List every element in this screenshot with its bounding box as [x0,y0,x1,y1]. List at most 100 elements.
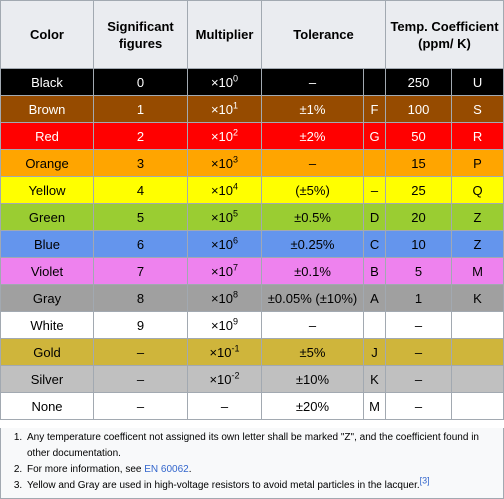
table-row: Gold – ×10-1 ±5% J – [0,338,504,366]
multiplier-exponent: 6 [233,235,239,246]
significant-figure-cell: – [93,365,188,393]
temp-coefficient-cell: 50 [385,122,453,150]
en60062-link[interactable]: EN 60062 [144,464,189,475]
table-row: Blue 6 ×106 ±0.25% C 10 Z [0,230,504,258]
tolerance-cell: ±0.05% (±10%) [261,284,364,312]
multiplier-base: ×10 [209,371,232,387]
multiplier-cell: ×107 [187,257,262,285]
color-name-cell: Silver [0,365,94,393]
tolerance-letter-cell: – [362,176,387,204]
multiplier-cell: ×10-1 [187,338,262,366]
footnotes: Any temperature coefficent not assigned … [0,428,504,499]
footnote-3: Yellow and Gray are used in high-voltage… [25,475,503,494]
multiplier-base: ×10 [210,101,234,117]
tolerance-cell: – [261,149,364,177]
multiplier-exponent: 1 [233,100,239,111]
table-row: Red 2 ×102 ±2% G 50 R [0,122,504,150]
significant-figure-cell: 8 [93,284,188,312]
multiplier-base: ×10 [210,155,234,171]
multiplier-exponent: 2 [233,127,239,138]
multiplier-exponent: 3 [233,154,239,165]
table-row: Gray 8 ×108 ±0.05% (±10%) A 1 K [0,284,504,312]
header-temp-coefficient: Temp. Coefficient (ppm/ K) [385,0,504,69]
temp-coefficient-cell: – [385,311,453,339]
tolerance-letter-cell: A [362,284,387,312]
multiplier-exponent: 9 [233,316,239,327]
temp-coefficient-cell: 20 [385,203,453,231]
color-name-cell: Brown [0,95,94,123]
significant-figure-cell: 4 [93,176,188,204]
temp-coefficient-cell: – [385,338,453,366]
tolerance-cell: ±2% [261,122,364,150]
color-name-cell: Violet [0,257,94,285]
multiplier-cell: ×103 [187,149,262,177]
temp-letter-cell [451,311,504,339]
multiplier-base: ×10 [210,74,234,90]
multiplier-exponent: 7 [233,262,239,273]
color-name-cell: White [0,311,94,339]
temp-letter-cell [451,338,504,366]
multiplier-base: ×10 [210,182,234,198]
color-name-cell: Blue [0,230,94,258]
multiplier-base: ×10 [210,209,234,225]
tolerance-letter-cell [362,311,387,339]
tolerance-letter-cell: F [362,95,387,123]
multiplier-cell: ×108 [187,284,262,312]
multiplier-cell: ×10-2 [187,365,262,393]
multiplier-cell: ×104 [187,176,262,204]
significant-figure-cell: 6 [93,230,188,258]
temp-letter-cell: U [451,68,504,96]
multiplier-exponent: -1 [231,343,240,354]
multiplier-base: ×10 [210,317,234,333]
temp-coefficient-cell: 15 [385,149,453,177]
significant-figure-cell: 7 [93,257,188,285]
tolerance-letter-cell: G [362,122,387,150]
footnote-2-text: For more information, see [27,464,145,475]
color-name-cell: Red [0,122,94,150]
temp-coefficient-cell: – [385,392,453,420]
table-body: Black 0 ×100–250 U Brown 1 ×101 ±1% F 100 S Red 2 ×10… [0,68,504,420]
tolerance-cell: – [261,68,364,96]
header-significant-figures: Significant figures [93,0,188,69]
table-row: Silver – ×10-2 ±10% K – [0,365,504,393]
color-name-cell: Gold [0,338,94,366]
temp-letter-cell: M [451,257,504,285]
tolerance-letter-cell: C [362,230,387,258]
temp-coefficient-cell: 5 [385,257,453,285]
tolerance-cell: ±0.5% [261,203,364,231]
multiplier-exponent: 4 [233,181,239,192]
temp-letter-cell: P [451,149,504,177]
temp-letter-cell: K [451,284,504,312]
significant-figure-cell: 9 [93,311,188,339]
tolerance-letter-cell: K [362,365,387,393]
multiplier-base: ×10 [210,236,234,252]
footnote-1-text: Any temperature coefficent not assigned … [27,432,479,459]
temp-letter-cell: R [451,122,504,150]
table-row: White 9 ×109– – [0,311,504,339]
multiplier-exponent: -2 [231,370,240,381]
header-row: Color Significant figures Multiplier Tol… [0,0,504,69]
multiplier-base: ×10 [209,344,232,360]
color-code-table: Color Significant figures Multiplier Tol… [0,0,504,420]
tolerance-letter-cell: D [362,203,387,231]
tolerance-letter-cell [362,68,387,96]
significant-figure-cell: 5 [93,203,188,231]
table-row: Green 5 ×105 ±0.5% D 20 Z [0,203,504,231]
temp-letter-cell: Q [451,176,504,204]
tolerance-cell: ±20% [261,392,364,420]
multiplier-cell: ×101 [187,95,262,123]
table-row: Orange 3 ×103–15 P [0,149,504,177]
multiplier-cell: ×105 [187,203,262,231]
temp-coefficient-cell: – [385,365,453,393]
reference-3-link[interactable]: [3] [419,475,430,486]
table-row: Black 0 ×100–250 U [0,68,504,96]
tolerance-cell: ±5% [261,338,364,366]
significant-figure-cell: 0 [93,68,188,96]
temp-coefficient-cell: 250 [385,68,453,96]
multiplier-exponent: 0 [233,73,239,84]
temp-coefficient-cell: 100 [385,95,453,123]
temp-coefficient-cell: 25 [385,176,453,204]
table-row: Violet 7 ×107 ±0.1% B 5 M [0,257,504,285]
tolerance-letter-cell: B [362,257,387,285]
